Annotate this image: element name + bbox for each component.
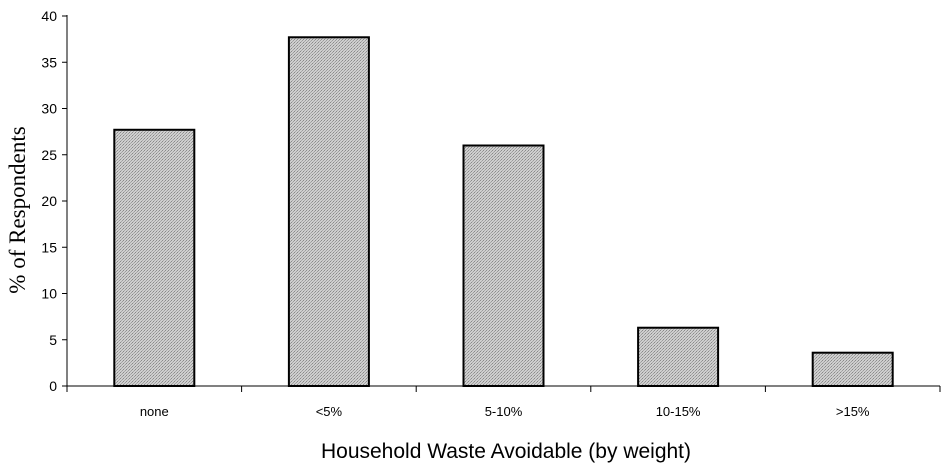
x-axis: none <5% 5-10% 10-15% >15% <box>66 385 941 419</box>
x-tick-label: <5% <box>316 404 343 419</box>
y-tick-label: 15 <box>41 239 57 255</box>
x-tick-label: >15% <box>836 404 870 419</box>
bar-0 <box>113 128 196 387</box>
y-tick-label: 20 <box>41 193 57 209</box>
x-tick-label: 5-10% <box>485 404 523 419</box>
y-tick-label: 5 <box>49 332 57 348</box>
x-axis-title: Household Waste Avoidable (by weight) <box>321 440 691 463</box>
bar-4 <box>811 351 894 388</box>
y-tick-label: 40 <box>41 8 57 24</box>
x-tick-label: 10-15% <box>656 404 701 419</box>
bar-3 <box>637 326 720 388</box>
y-tick-label: 0 <box>49 378 57 394</box>
y-tick-label: 30 <box>41 101 57 117</box>
y-tick-label: 35 <box>41 54 57 70</box>
y-tick-label: 10 <box>41 286 57 302</box>
bar-2 <box>462 144 545 387</box>
bars <box>113 36 894 388</box>
x-tick-label: none <box>140 404 169 419</box>
y-tick-label: 25 <box>41 147 57 163</box>
y-axis: 0 5 10 15 20 25 30 35 40 <box>41 8 68 394</box>
y-axis-title: % of Respondents <box>5 126 30 293</box>
bar-1 <box>287 36 370 388</box>
